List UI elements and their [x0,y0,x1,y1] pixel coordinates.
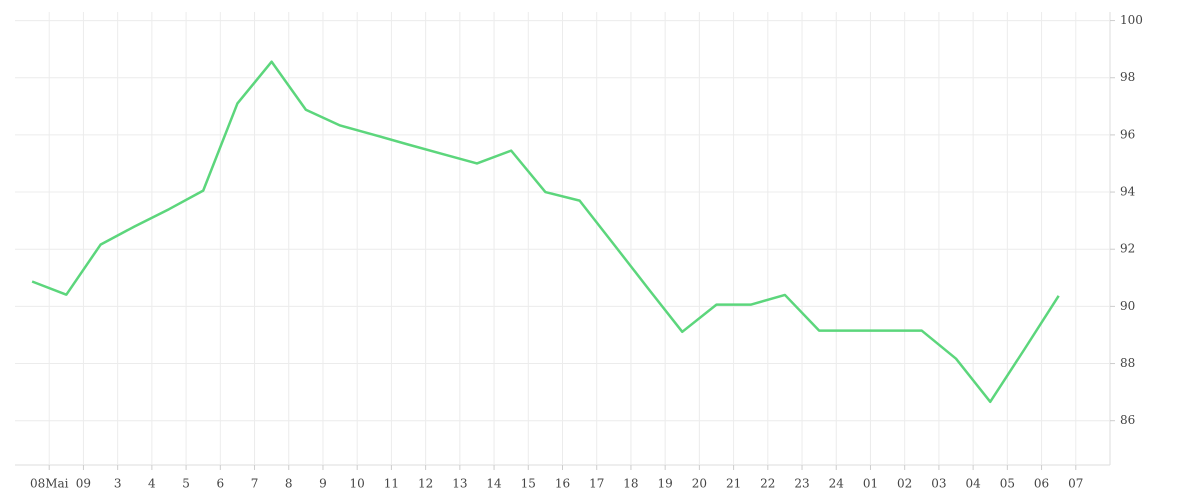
x-tick-label: 08Mai [30,477,69,491]
x-tick-label: 15 [521,477,536,491]
y-tick-label: 100 [1120,13,1143,27]
x-tick-label: 02 [897,477,912,491]
y-tick-label: 86 [1120,413,1135,427]
x-tick-label: 4 [148,477,156,491]
x-tick-label: 24 [829,477,845,491]
x-tick-label: 06 [1034,477,1049,491]
x-tick-label: 9 [319,477,327,491]
x-tick-label: 09 [76,477,91,491]
x-tick-label: 22 [760,477,775,491]
y-tick-label: 92 [1120,242,1135,256]
x-tick-label: 07 [1068,477,1083,491]
x-tick-label: 8 [285,477,293,491]
x-tick-label: 14 [486,477,502,491]
x-tick-label: 20 [692,477,707,491]
x-tick-label: 01 [863,477,878,491]
x-tick-label: 6 [216,477,224,491]
x-tick-label: 19 [658,477,673,491]
x-tick-label: 04 [965,477,981,491]
x-tick-label: 23 [794,477,809,491]
x-tick-label: 17 [589,477,604,491]
x-tick-label: 05 [1000,477,1015,491]
x-tick-label: 7 [251,477,259,491]
y-tick-label: 94 [1120,185,1136,199]
y-tick-label: 96 [1120,127,1135,141]
y-tick-label: 90 [1120,299,1135,313]
y-tick-label: 88 [1120,356,1135,370]
x-tick-label: 12 [418,477,433,491]
x-tick-label: 10 [350,477,365,491]
x-tick-label: 21 [726,477,741,491]
x-tick-label: 5 [182,477,190,491]
x-tick-label: 11 [384,477,399,491]
x-tick-label: 03 [931,477,946,491]
x-tick-label: 18 [623,477,638,491]
x-tick-label: 16 [555,477,570,491]
x-tick-label: 13 [452,477,467,491]
x-tick-label: 3 [114,477,122,491]
line [31,60,1060,404]
y-tick-label: 98 [1120,70,1135,84]
